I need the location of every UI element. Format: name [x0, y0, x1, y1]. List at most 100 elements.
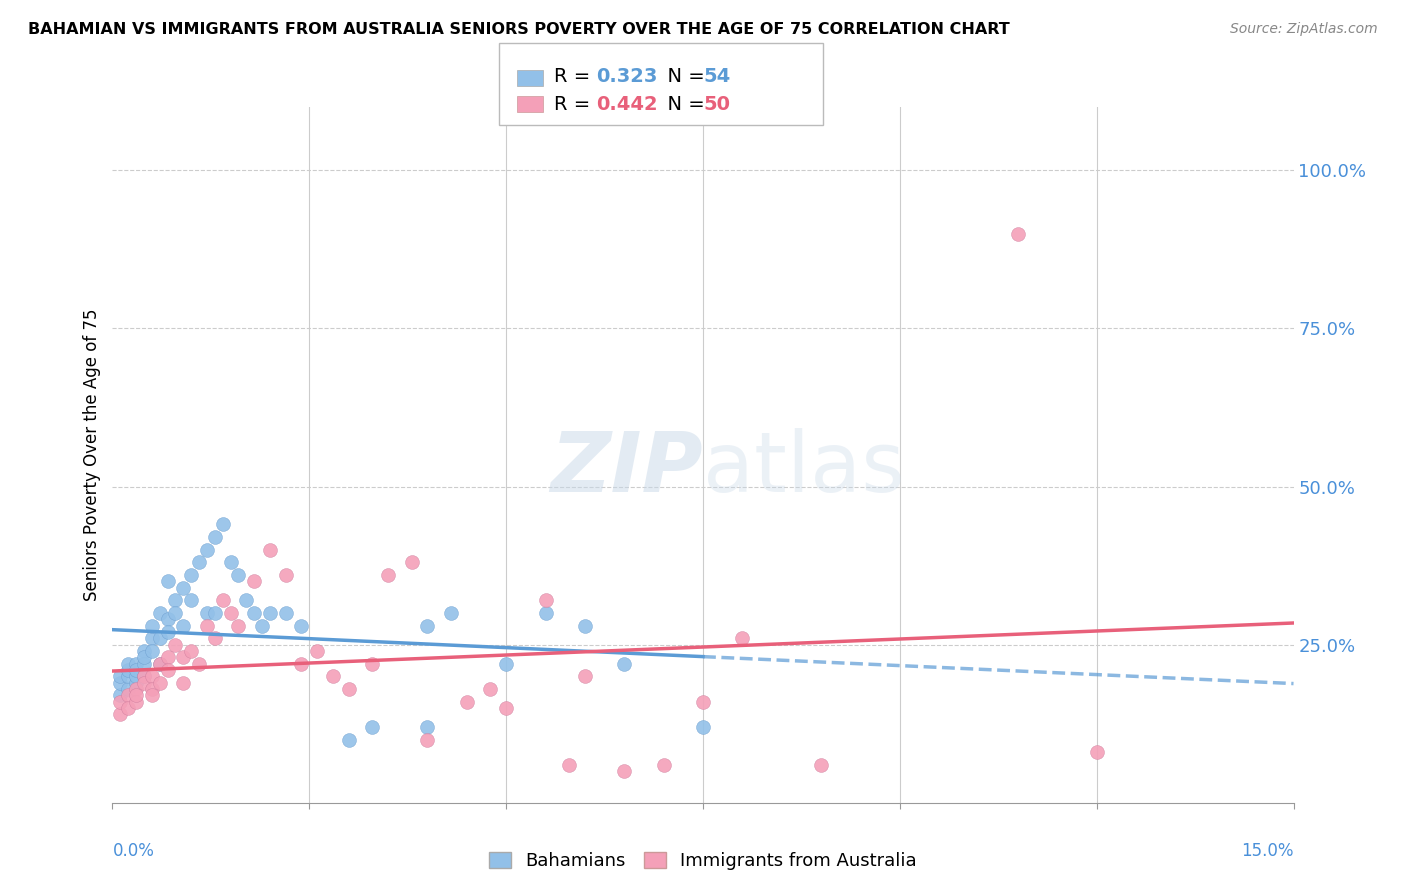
Point — [211, 517, 233, 532]
Point — [110, 675, 132, 690]
Point — [156, 625, 179, 640]
Point — [361, 720, 384, 734]
Point — [534, 593, 557, 607]
Point — [125, 669, 148, 683]
Text: Source: ZipAtlas.com: Source: ZipAtlas.com — [1230, 22, 1378, 37]
Text: atlas: atlas — [703, 428, 904, 509]
Point — [132, 669, 155, 683]
Point — [204, 530, 226, 544]
Point — [361, 657, 384, 671]
Point — [132, 675, 155, 690]
Point — [195, 618, 218, 632]
Point — [149, 606, 172, 620]
Point — [132, 644, 155, 658]
Point — [117, 688, 139, 702]
Point — [228, 568, 250, 582]
Point — [337, 681, 360, 696]
Point — [290, 657, 312, 671]
Point — [731, 632, 754, 646]
Point — [228, 618, 250, 632]
Text: N =: N = — [655, 67, 711, 86]
Text: 0.0%: 0.0% — [112, 842, 155, 860]
Point — [259, 606, 281, 620]
Point — [149, 632, 172, 646]
Text: N =: N = — [655, 95, 711, 114]
Point — [117, 701, 139, 715]
Point — [243, 606, 266, 620]
Point — [110, 688, 132, 702]
Point — [165, 593, 187, 607]
Legend: Bahamians, Immigrants from Australia: Bahamians, Immigrants from Australia — [482, 845, 924, 877]
Point — [188, 657, 211, 671]
Text: R =: R = — [554, 67, 596, 86]
Point — [156, 650, 179, 665]
Point — [110, 707, 132, 722]
Point — [495, 701, 517, 715]
Point — [219, 606, 242, 620]
Point — [416, 732, 439, 747]
Point — [125, 695, 148, 709]
Point — [290, 618, 312, 632]
Point — [243, 574, 266, 589]
Point — [574, 669, 596, 683]
Point — [180, 644, 202, 658]
Point — [125, 681, 148, 696]
Point — [156, 663, 179, 677]
Point — [180, 568, 202, 582]
Point — [195, 606, 218, 620]
Point — [125, 657, 148, 671]
Point — [141, 644, 163, 658]
Point — [149, 657, 172, 671]
Point — [172, 581, 194, 595]
Point — [117, 663, 139, 677]
Point — [219, 556, 242, 570]
Point — [534, 606, 557, 620]
Point — [172, 618, 194, 632]
Point — [165, 638, 187, 652]
Point — [132, 669, 155, 683]
Point — [337, 732, 360, 747]
Point — [141, 669, 163, 683]
Point — [810, 757, 832, 772]
Text: 54: 54 — [703, 67, 730, 86]
Point — [558, 757, 581, 772]
Point — [259, 542, 281, 557]
Point — [172, 650, 194, 665]
Point — [188, 556, 211, 570]
Point — [204, 606, 226, 620]
Point — [141, 632, 163, 646]
Point — [141, 618, 163, 632]
Point — [401, 556, 423, 570]
Text: 0.442: 0.442 — [596, 95, 658, 114]
Point — [149, 657, 172, 671]
Point — [652, 757, 675, 772]
Point — [125, 688, 148, 702]
Text: 50: 50 — [703, 95, 730, 114]
Point — [125, 675, 148, 690]
Point — [1007, 227, 1029, 241]
Point — [574, 618, 596, 632]
Point — [117, 669, 139, 683]
Point — [692, 695, 714, 709]
Point — [211, 593, 233, 607]
Text: BAHAMIAN VS IMMIGRANTS FROM AUSTRALIA SENIORS POVERTY OVER THE AGE OF 75 CORRELA: BAHAMIAN VS IMMIGRANTS FROM AUSTRALIA SE… — [28, 22, 1010, 37]
Point — [235, 593, 257, 607]
Point — [117, 657, 139, 671]
Point — [692, 720, 714, 734]
Point — [165, 606, 187, 620]
Point — [132, 650, 155, 665]
Point — [141, 688, 163, 702]
Point — [495, 657, 517, 671]
Text: 15.0%: 15.0% — [1241, 842, 1294, 860]
Point — [613, 657, 636, 671]
Point — [149, 675, 172, 690]
Point — [117, 681, 139, 696]
Point — [195, 542, 218, 557]
Point — [125, 663, 148, 677]
Text: ZIP: ZIP — [550, 428, 703, 509]
Point — [1085, 745, 1108, 759]
Text: R =: R = — [554, 95, 596, 114]
Point — [156, 612, 179, 626]
Point — [141, 681, 163, 696]
Point — [156, 574, 179, 589]
